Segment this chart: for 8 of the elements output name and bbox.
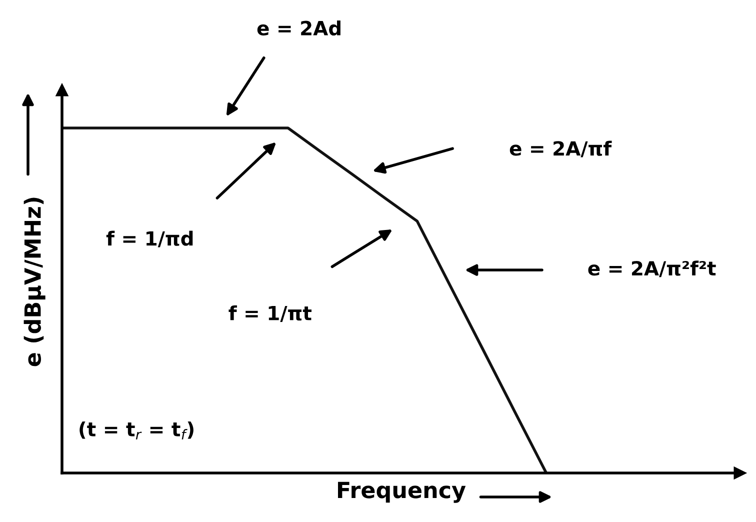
- annotation: e = 2A/π²f²t: [588, 260, 716, 278]
- x-axis-title: Frequency: [338, 482, 466, 503]
- y-axis-title: e (dBμV/MHz): [24, 198, 46, 366]
- annotation: f = 1/πd: [106, 230, 193, 248]
- annotation: e = 2A/πf: [510, 140, 612, 158]
- annotation: (t = t$_{r}$ = t$_{f}$): [80, 421, 194, 440]
- annotation: f = 1/πt: [228, 305, 312, 322]
- text: e = 2Ad: [257, 20, 340, 36]
